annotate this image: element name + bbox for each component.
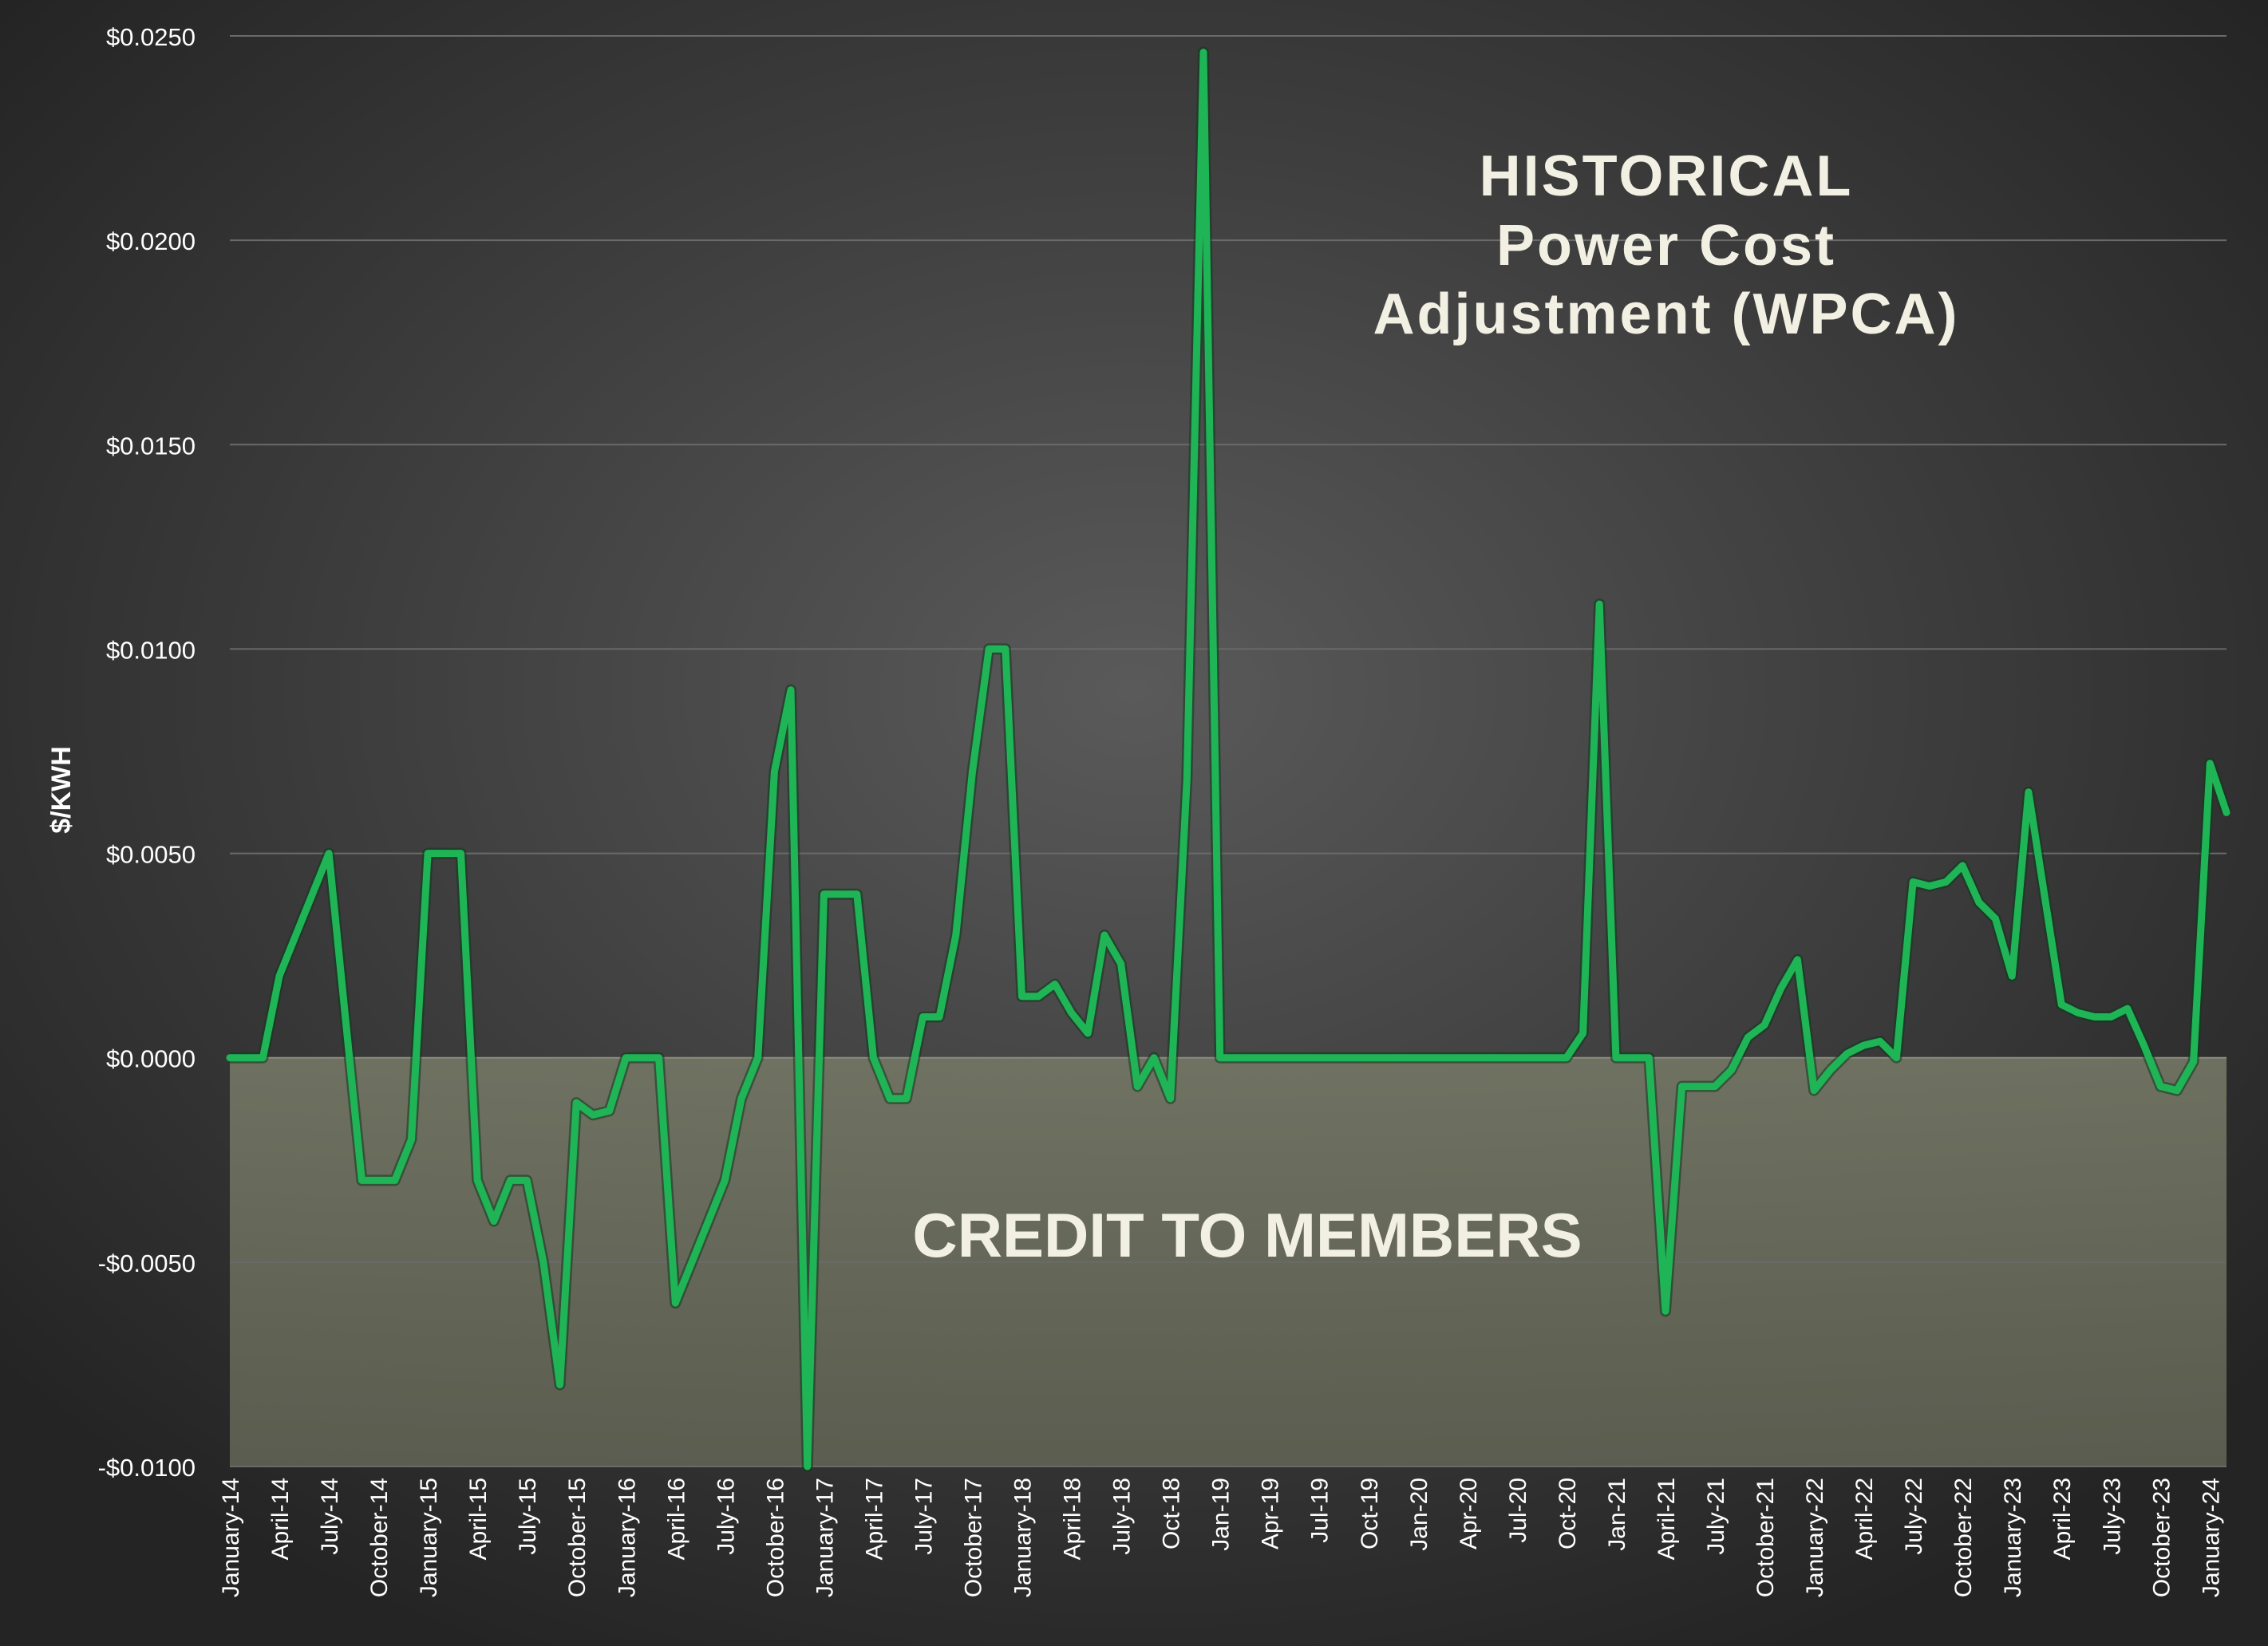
x-tick-label: January-18 xyxy=(1010,1478,1037,1597)
x-tick-label: Jul-19 xyxy=(1307,1478,1334,1543)
x-tick-label: July-23 xyxy=(2099,1478,2125,1555)
x-tick-label: January-23 xyxy=(2000,1478,2026,1597)
x-tick-label: January-22 xyxy=(1802,1478,1828,1597)
x-tick-label: October-16 xyxy=(762,1478,788,1597)
x-tick-label: October-15 xyxy=(564,1478,591,1597)
x-tick-label: April-23 xyxy=(2049,1478,2076,1560)
x-tick-label: July-17 xyxy=(911,1478,937,1555)
y-tick-label: -$0.0050 xyxy=(98,1249,196,1277)
x-tick-label: July-16 xyxy=(713,1478,739,1555)
x-tick-label: July-18 xyxy=(1109,1478,1136,1555)
chart-title-line-3: Adjustment (WPCA) xyxy=(1373,282,1960,346)
credit-to-members-label: CREDIT TO MEMBERS xyxy=(912,1200,1582,1270)
x-tick-label: July-14 xyxy=(317,1478,343,1555)
x-tick-label: October-14 xyxy=(366,1478,393,1597)
x-tick-label: April-17 xyxy=(861,1478,887,1560)
x-tick-label: January-16 xyxy=(614,1478,640,1597)
y-tick-label: $0.0250 xyxy=(106,23,196,51)
x-tick-label: Jul-20 xyxy=(1505,1478,1531,1543)
x-tick-label: Jan-20 xyxy=(1406,1478,1432,1551)
x-tick-label: Oct-19 xyxy=(1357,1478,1383,1549)
x-tick-label: October-23 xyxy=(2148,1478,2175,1597)
x-tick-label: January-17 xyxy=(812,1478,838,1597)
y-tick-label: $0.0200 xyxy=(106,227,196,255)
x-tick-label: Jan-19 xyxy=(1208,1478,1235,1551)
x-tick-label: July-21 xyxy=(1703,1478,1729,1555)
x-tick-label: Apr-19 xyxy=(1258,1478,1284,1549)
x-tick-label: July-15 xyxy=(515,1478,541,1555)
chart-title-line-2: Power Cost xyxy=(1496,214,1836,278)
x-tick-label: October-17 xyxy=(960,1478,986,1597)
x-tick-label: April-14 xyxy=(267,1478,294,1560)
x-tick-label: April-16 xyxy=(663,1478,689,1560)
x-tick-label: Apr-20 xyxy=(1456,1478,1482,1549)
y-tick-label: -$0.0100 xyxy=(98,1454,196,1482)
x-tick-label: April-18 xyxy=(1060,1478,1086,1560)
y-tick-label: $0.0150 xyxy=(106,432,196,460)
x-tick-label: January-14 xyxy=(218,1478,244,1597)
x-tick-label: October-21 xyxy=(1752,1478,1779,1597)
y-tick-label: $0.0050 xyxy=(106,841,196,869)
x-tick-label: April-15 xyxy=(465,1478,492,1560)
chart-title-line-1: HISTORICAL xyxy=(1480,144,1854,208)
x-tick-label: January-15 xyxy=(416,1478,442,1597)
x-tick-label: Oct-18 xyxy=(1159,1478,1185,1549)
series-line xyxy=(226,49,2230,1470)
x-tick-label: January-24 xyxy=(2198,1478,2224,1597)
x-tick-label: July-22 xyxy=(1901,1478,1927,1555)
x-tick-label: October-22 xyxy=(1950,1478,1977,1597)
x-tick-label: April-22 xyxy=(1851,1478,1878,1560)
y-tick-label: $0.0100 xyxy=(106,636,196,664)
x-tick-label: Jan-21 xyxy=(1604,1478,1630,1551)
x-tick-label: Oct-20 xyxy=(1555,1478,1581,1549)
y-axis-label: $/KWH xyxy=(46,746,77,834)
y-tick-label: $0.0000 xyxy=(106,1045,196,1073)
x-tick-label: April-21 xyxy=(1654,1478,1680,1560)
